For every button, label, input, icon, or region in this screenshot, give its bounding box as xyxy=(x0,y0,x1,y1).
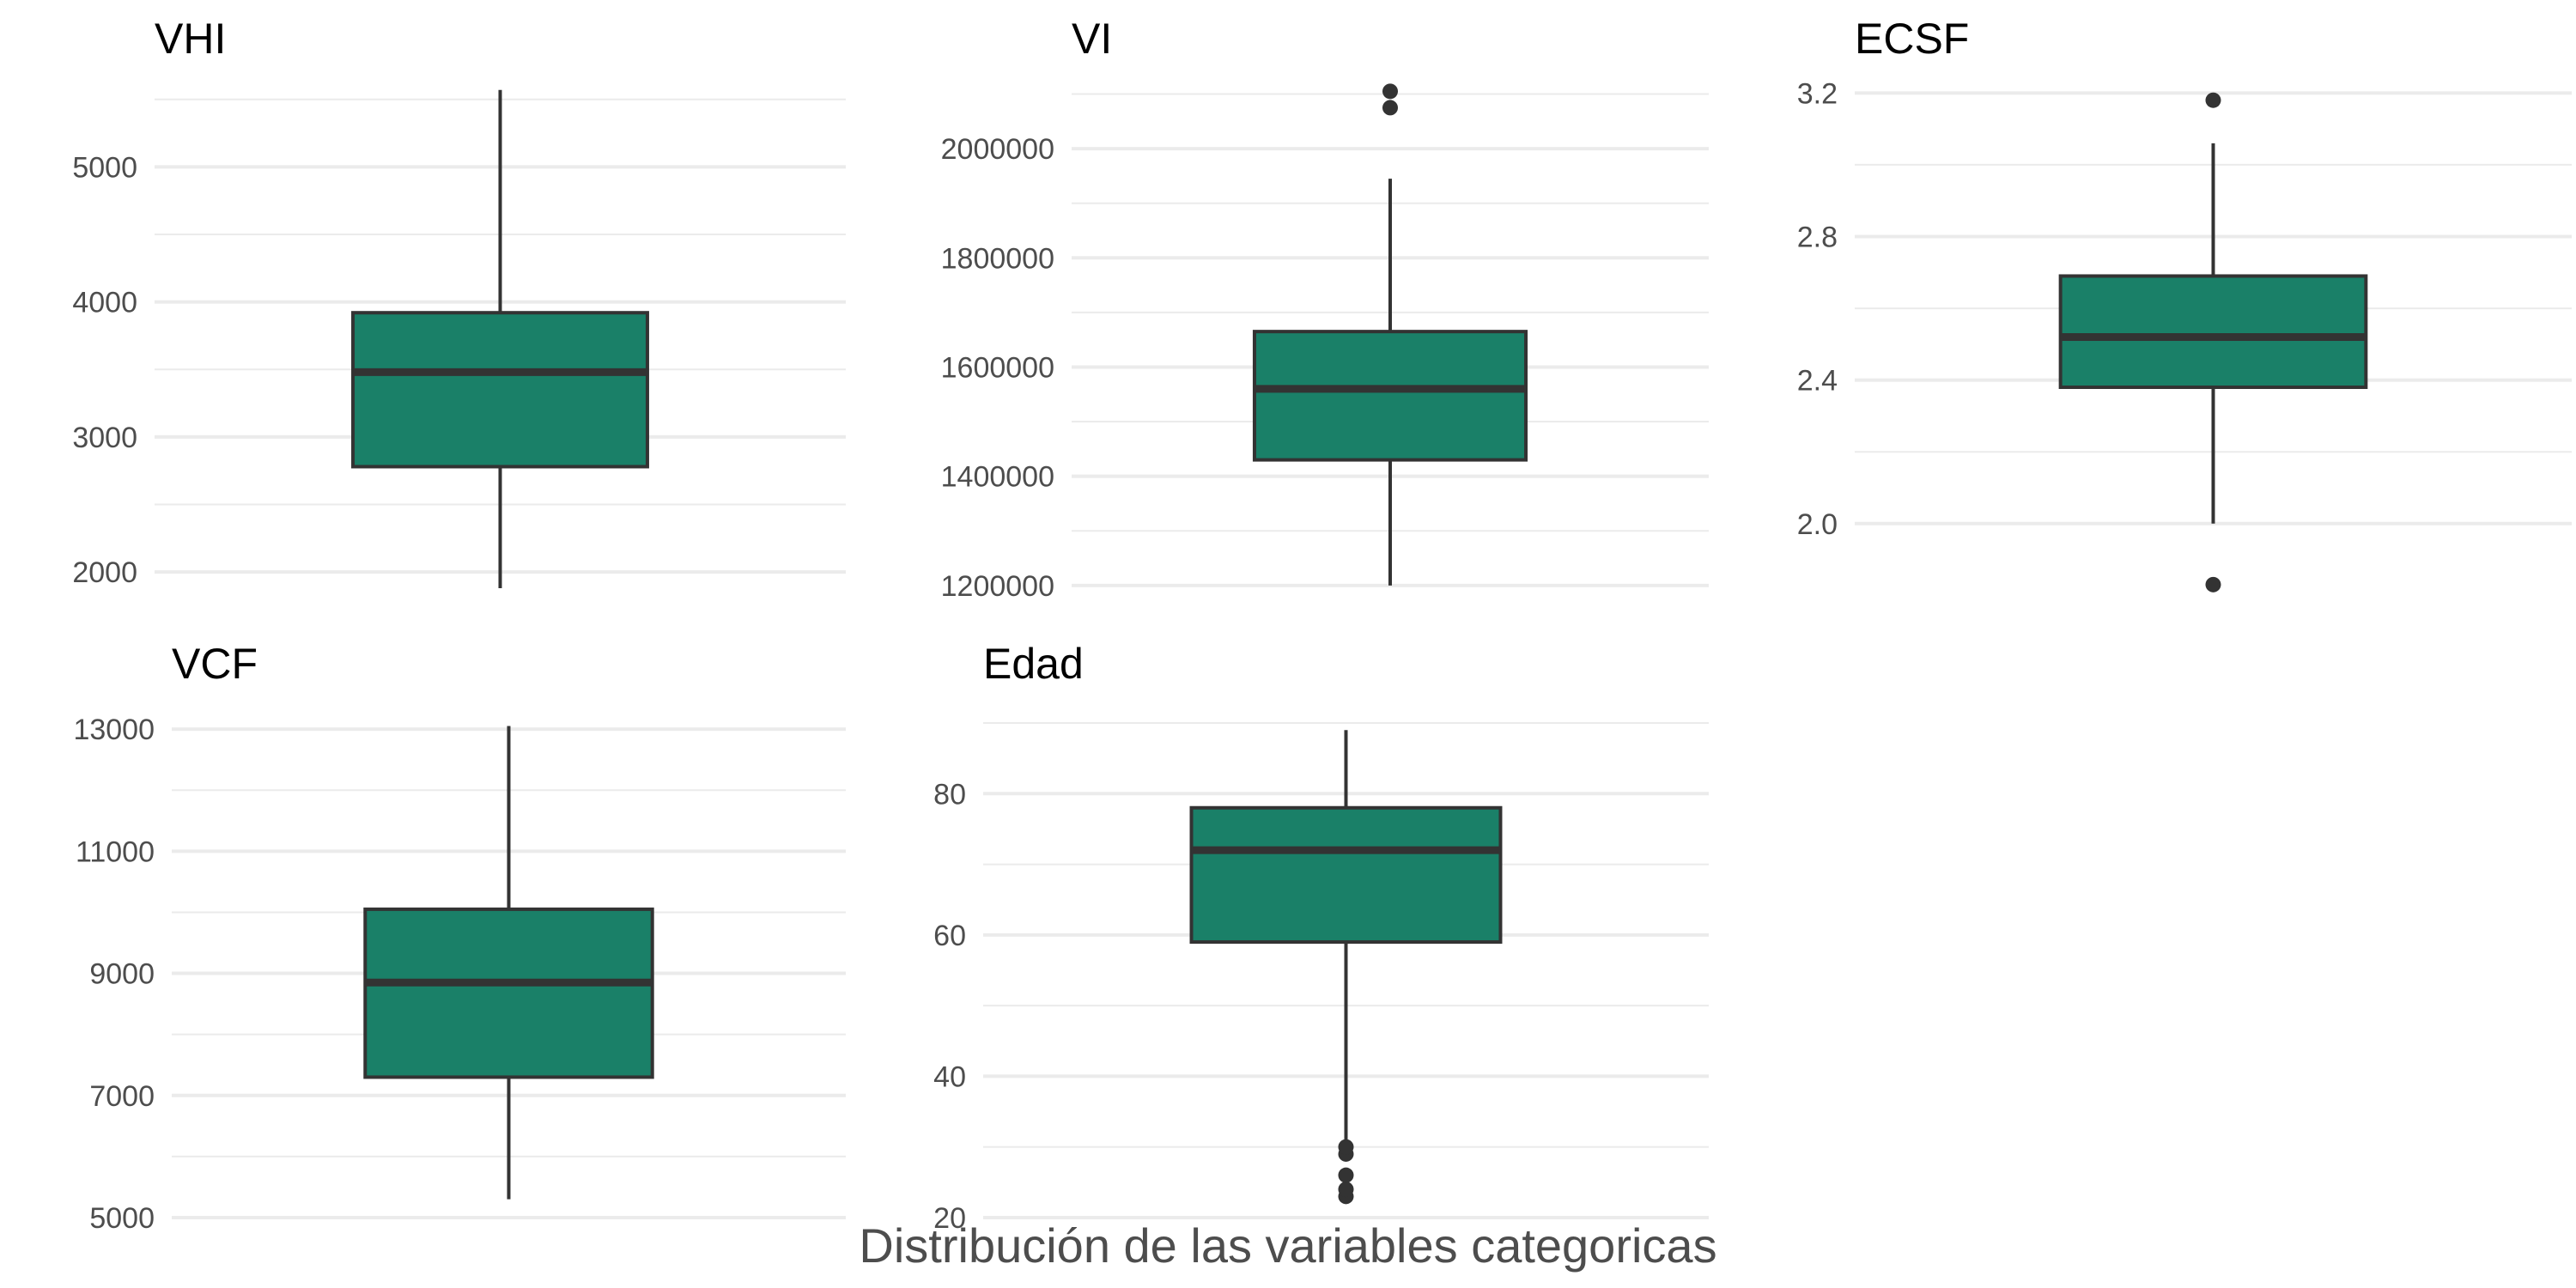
panel-ecsf: 2.0 2.4 2.8 3.2 ECSF xyxy=(1797,15,2572,592)
panel-title: ECSF xyxy=(1855,15,1969,63)
y-tick-label: 11000 xyxy=(76,835,155,868)
y-tick-label: 5000 xyxy=(72,151,137,184)
panel-title: VCF xyxy=(172,640,258,688)
outlier-point xyxy=(1382,83,1398,100)
panel-title: VHI xyxy=(155,15,226,63)
y-tick-label: 40 xyxy=(933,1060,966,1093)
y-tick-label: 60 xyxy=(933,920,966,952)
y-tick-label: 13000 xyxy=(73,714,155,746)
y-tick-label: 2.4 xyxy=(1797,365,1838,398)
y-tick-label: 80 xyxy=(933,778,966,811)
panel-vcf: 5000 7000 9000 11000 13000 VCF xyxy=(73,640,846,1235)
panel-vi: 1200000 1400000 1600000 1800000 2000000 VI xyxy=(941,15,1709,603)
iqr-box xyxy=(1189,805,1503,945)
outlier-point xyxy=(2205,576,2221,592)
iqr-box xyxy=(2058,274,2368,390)
panel-title: VI xyxy=(1072,15,1112,63)
panel-edad: 20 40 60 80 Edad xyxy=(933,640,1709,1235)
outlier-point xyxy=(1338,1167,1354,1183)
y-tick-label: 1800000 xyxy=(941,242,1054,275)
y-tick-label: 1600000 xyxy=(941,351,1054,384)
y-tick-label: 2000000 xyxy=(941,133,1054,166)
y-tick-label: 4000 xyxy=(72,287,137,319)
y-tick-label: 20 xyxy=(933,1202,966,1235)
y-tick-label: 2.8 xyxy=(1797,222,1838,254)
panel-title: Edad xyxy=(983,640,1084,688)
outlier-point xyxy=(2205,92,2221,108)
y-tick-label: 5000 xyxy=(89,1202,155,1235)
outlier-point xyxy=(1338,1139,1354,1155)
panel-vhi: 2000 3000 4000 5000 VHI xyxy=(72,15,846,589)
figure-caption: Distribución de las variables categorica… xyxy=(859,1218,1717,1273)
y-tick-label: 2000 xyxy=(72,556,137,589)
outlier-point xyxy=(1338,1182,1354,1198)
iqr-box xyxy=(363,907,654,1079)
iqr-box xyxy=(1252,330,1528,462)
y-tick-label: 3000 xyxy=(72,422,137,454)
y-tick-label: 3.2 xyxy=(1797,77,1838,110)
y-tick-label: 1400000 xyxy=(941,461,1054,494)
y-tick-label: 2.0 xyxy=(1797,508,1838,541)
outlier-point xyxy=(1382,100,1398,116)
y-tick-label: 9000 xyxy=(89,958,155,991)
y-tick-label: 1200000 xyxy=(941,570,1054,603)
iqr-box xyxy=(351,311,649,469)
y-tick-label: 7000 xyxy=(89,1080,155,1113)
